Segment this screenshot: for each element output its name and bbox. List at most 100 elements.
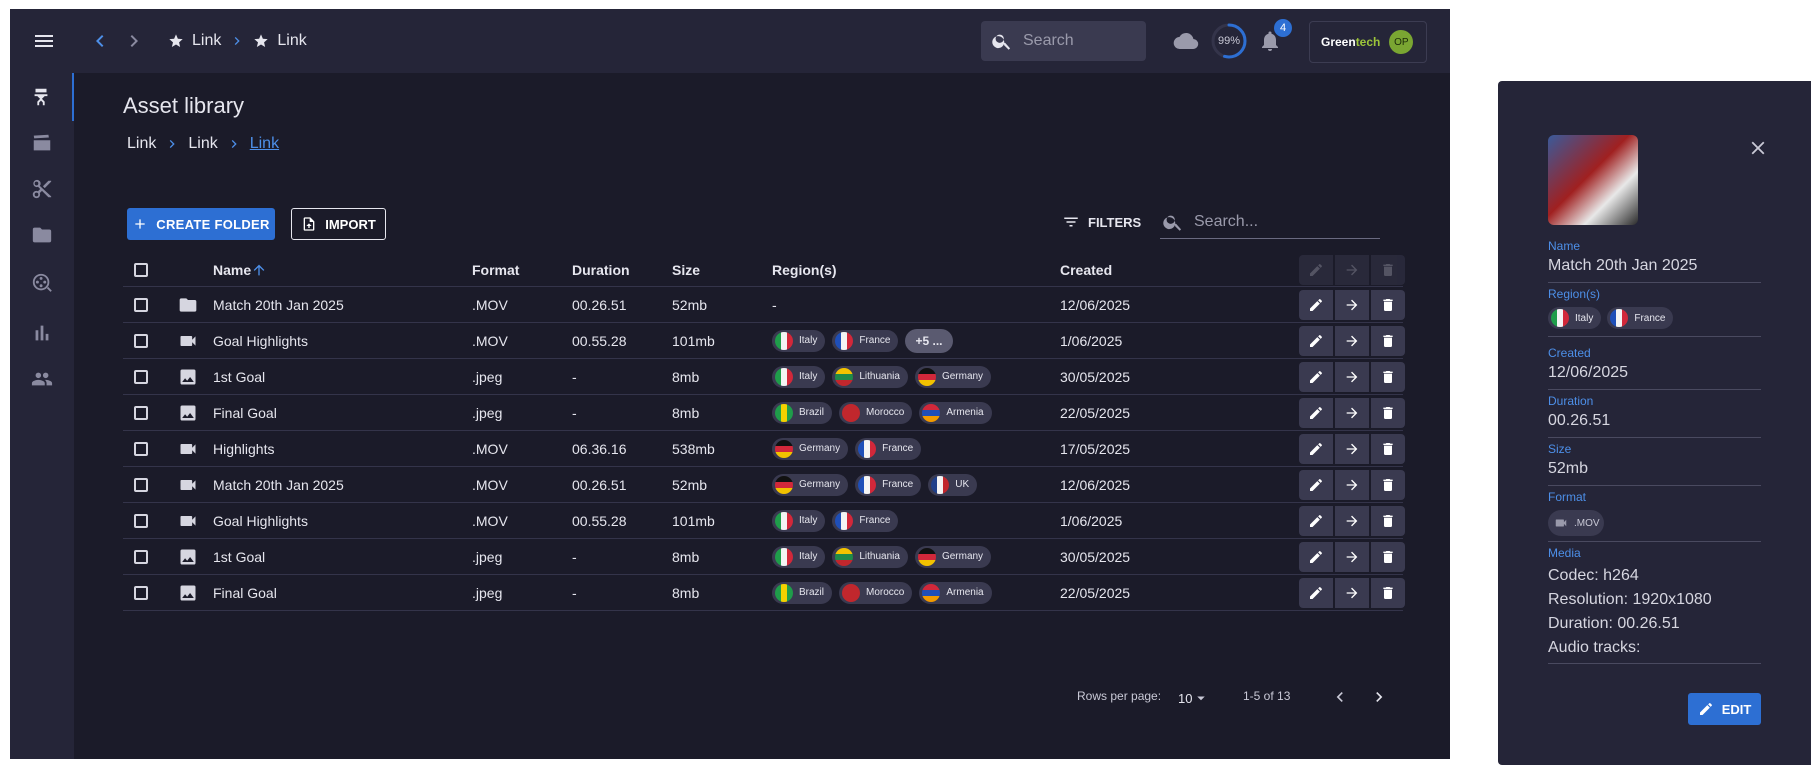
edit-button[interactable] [1299, 541, 1333, 572]
column-size-header[interactable]: Size [672, 261, 701, 278]
row-checkbox[interactable] [134, 539, 148, 574]
delete-button[interactable] [1371, 361, 1405, 392]
open-button[interactable] [1335, 469, 1369, 500]
column-name-header[interactable]: Name [213, 253, 267, 286]
row-name: 1st Goal [213, 548, 266, 565]
row-checkbox[interactable] [134, 431, 148, 466]
sidebar-item-director[interactable] [10, 73, 74, 121]
back-arrow-icon[interactable] [88, 29, 112, 53]
more-regions-chip[interactable]: +5 ... [905, 328, 953, 353]
sidebar-item-clapper[interactable] [10, 119, 74, 167]
table-row[interactable]: Match 20th Jan 2025 .MOV 00.26.51 52mb - 12/0… [123, 287, 1405, 323]
detail-media-duration: Duration: 00.26.51 [1548, 615, 1680, 632]
row-checkbox[interactable] [134, 323, 148, 358]
edit-button[interactable] [1299, 325, 1333, 356]
top-search[interactable] [981, 21, 1146, 61]
delete-button[interactable] [1371, 469, 1405, 500]
row-checkbox[interactable] [134, 575, 148, 610]
edit-button[interactable]: EDIT [1688, 693, 1761, 725]
edit-button[interactable] [1299, 361, 1333, 392]
open-button[interactable] [1335, 361, 1369, 392]
breadcrumb: Link Link Link [127, 135, 279, 153]
edit-button[interactable] [1299, 433, 1333, 464]
table-row[interactable]: Match 20th Jan 2025 .MOV 00.26.51 52mb Germa… [123, 467, 1405, 503]
edit-button[interactable] [1299, 289, 1333, 320]
delete-button[interactable] [1371, 433, 1405, 464]
top-breadcrumb-link[interactable]: Link [277, 32, 307, 49]
detail-name-field: Name Match 20th Jan 2025 [1548, 239, 1761, 283]
avatar[interactable]: OP [1389, 30, 1414, 54]
region-chip-label: Germany [941, 551, 984, 562]
breadcrumb-current-link[interactable]: Link [249, 135, 280, 152]
bulk-edit-button[interactable] [1299, 254, 1333, 285]
sidebar-item-people[interactable] [10, 355, 74, 403]
open-button[interactable] [1335, 397, 1369, 428]
select-all-checkbox[interactable] [134, 253, 148, 286]
column-format-header[interactable]: Format [472, 261, 520, 278]
table-search[interactable] [1160, 205, 1380, 239]
table-row[interactable]: Final Goal .jpeg - 8mb Brazil Morocco Armenia 2… [123, 395, 1405, 431]
import-button[interactable]: IMPORT [291, 208, 386, 240]
delete-button[interactable] [1371, 577, 1405, 608]
column-created-header[interactable]: Created [1060, 261, 1113, 278]
row-duration: 06.36.16 [572, 440, 627, 457]
row-checkbox[interactable] [134, 467, 148, 502]
edit-button[interactable] [1299, 577, 1333, 608]
close-icon[interactable] [1747, 137, 1769, 159]
rows-per-page-select[interactable]: 10 [1178, 689, 1210, 707]
sidebar-item-scissors[interactable] [10, 165, 74, 213]
forward-arrow-icon[interactable] [122, 29, 146, 53]
row-checkbox[interactable] [134, 359, 148, 394]
row-checkbox[interactable] [134, 503, 148, 538]
sidebar-item-folder[interactable] [10, 211, 74, 259]
delete-button[interactable] [1371, 541, 1405, 572]
row-checkbox[interactable] [134, 395, 148, 430]
table-row[interactable]: Final Goal .jpeg - 8mb Brazil Morocco Armenia 2… [123, 575, 1405, 611]
brand-button[interactable]: Greentech OP [1309, 21, 1427, 63]
table-row[interactable]: 1st Goal .jpeg - 8mb Italy Lithuania Germany 30… [123, 359, 1405, 395]
breadcrumb-link[interactable]: Link [188, 135, 218, 152]
table-row[interactable]: Goal Highlights .MOV 00.55.28 101mb Italy Fra… [123, 503, 1405, 539]
open-button[interactable] [1335, 577, 1369, 608]
open-button[interactable] [1335, 433, 1369, 464]
table-row[interactable]: Goal Highlights .MOV 00.55.28 101mb Italy Fra… [123, 323, 1405, 359]
top-search-input[interactable] [1023, 32, 1133, 50]
sidebar-item-reel[interactable] [10, 259, 74, 307]
flag-icon [842, 403, 861, 422]
row-created: 22/05/2025 [1060, 584, 1131, 601]
column-duration-header[interactable]: Duration [572, 261, 630, 278]
open-button[interactable] [1335, 289, 1369, 320]
breadcrumb-link[interactable]: Link [127, 135, 157, 152]
row-checkbox[interactable] [134, 287, 148, 322]
delete-button[interactable] [1371, 397, 1405, 428]
edit-button[interactable] [1299, 469, 1333, 500]
row-actions [1299, 287, 1405, 322]
region-chip: France [832, 509, 899, 532]
filters-button[interactable]: FILTERS [1062, 213, 1141, 231]
open-button[interactable] [1335, 325, 1369, 356]
edit-button[interactable] [1299, 397, 1333, 428]
delete-button[interactable] [1371, 325, 1405, 356]
video-camera-icon [178, 503, 198, 538]
delete-button[interactable] [1371, 289, 1405, 320]
cloud-icon[interactable] [1173, 29, 1199, 53]
notification-badge: 4 [1274, 19, 1292, 37]
bell-icon[interactable] [1258, 29, 1282, 53]
edit-button[interactable] [1299, 505, 1333, 536]
create-folder-button[interactable]: CREATE FOLDER [127, 208, 275, 240]
table-row[interactable]: 1st Goal .jpeg - 8mb Italy Lithuania Germany 30… [123, 539, 1405, 575]
bulk-move-button[interactable] [1335, 254, 1369, 285]
previous-page-icon[interactable] [1330, 687, 1350, 707]
column-regions-header[interactable]: Region(s) [772, 261, 837, 278]
bulk-delete-button[interactable] [1371, 254, 1405, 285]
plus-icon [132, 216, 148, 232]
delete-button[interactable] [1371, 505, 1405, 536]
sidebar-item-analytics[interactable] [10, 309, 74, 357]
table-row[interactable]: Highlights .MOV 06.36.16 538mb Germany France… [123, 431, 1405, 467]
open-button[interactable] [1335, 541, 1369, 572]
table-search-input[interactable] [1194, 212, 1374, 231]
menu-icon[interactable] [32, 29, 56, 53]
next-page-icon[interactable] [1369, 687, 1389, 707]
open-button[interactable] [1335, 505, 1369, 536]
top-breadcrumb-link[interactable]: Link [192, 32, 222, 49]
